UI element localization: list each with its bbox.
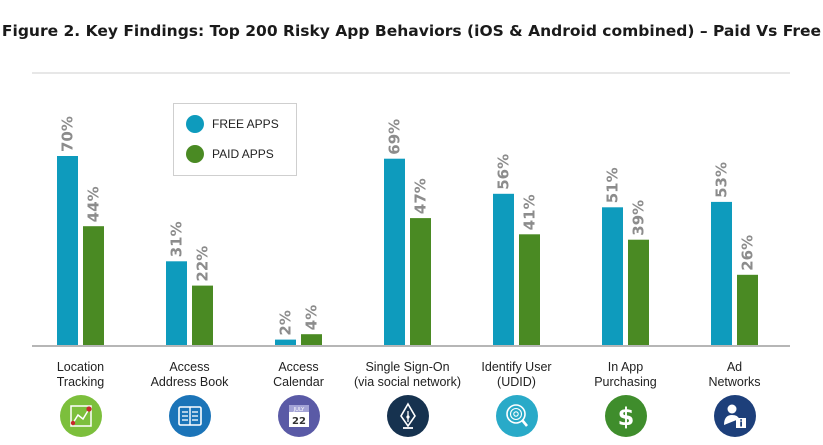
fountain-pen-icon (386, 395, 429, 437)
category-label-line: Networks (708, 375, 761, 389)
address-book-icon (168, 395, 211, 437)
legend-item-paid: PAID APPS (186, 145, 274, 163)
category-label-6: Ad Networks (670, 360, 800, 390)
category-label-4: Identify User (UDID) (452, 360, 582, 390)
category-label-line: (UDID) (497, 375, 536, 389)
bar-label-paid-6: 26% (739, 235, 757, 271)
bar-label-free-6: 53% (713, 162, 731, 198)
bar-label-paid-4: 41% (521, 194, 539, 230)
bar-free-1 (166, 261, 187, 345)
bar-free-4 (493, 193, 514, 345)
bar-free-2 (275, 339, 296, 345)
bar-label-free-2: 2% (277, 310, 295, 335)
bar-label-free-3: 69% (386, 119, 404, 155)
calendar-month-text: JULY (292, 407, 305, 413)
map-route-icon (59, 395, 102, 437)
category-label-line: In App (607, 360, 644, 374)
bar-label-free-1: 31% (168, 221, 186, 257)
legend-label-paid: PAID APPS (212, 147, 274, 161)
bar-paid-2 (301, 334, 322, 345)
category-label-2: Access Calendar (234, 360, 364, 390)
category-label-1: Access Address Book (125, 360, 255, 390)
chart-title: Figure 2. Key Findings: Top 200 Risky Ap… (1, 22, 822, 40)
category-label-line: Location (56, 360, 105, 374)
calendar-icon: JULY 22 (277, 395, 320, 437)
fingerprint-search-icon (495, 395, 538, 437)
category-label-0: Location Tracking (16, 360, 146, 390)
bar-label-free-5: 51% (604, 167, 622, 203)
category-label-line: Address Book (150, 375, 229, 389)
category-label-line: Single Sign-On (365, 360, 450, 374)
category-label-line: Purchasing (594, 375, 657, 389)
bar-paid-1 (192, 285, 213, 345)
category-label-3: Single Sign-On (via social network) (343, 360, 473, 390)
user-info-icon (713, 395, 756, 437)
bar-paid-0 (83, 226, 104, 345)
bar-label-paid-0: 44% (85, 186, 103, 222)
category-label-line: Calendar (273, 375, 324, 389)
bar-paid-5 (628, 239, 649, 345)
legend-swatch-paid (186, 145, 204, 163)
bar-paid-6 (737, 274, 758, 345)
category-label-line: Tracking (56, 375, 105, 389)
legend-swatch-free (186, 115, 204, 133)
chart-legend: FREE APPS PAID APPS (173, 103, 297, 176)
bar-label-free-4: 56% (495, 154, 513, 190)
bar-free-5 (602, 207, 623, 345)
dollar-icon: $ (604, 395, 647, 437)
bar-paid-4 (519, 234, 540, 345)
bar-label-free-0: 70% (59, 116, 77, 152)
svg-text:$: $ (617, 403, 634, 431)
bar-free-3 (384, 158, 405, 345)
bar-label-paid-5: 39% (630, 200, 648, 236)
bar-label-paid-3: 47% (412, 178, 430, 214)
bar-label-paid-2: 4% (303, 305, 321, 330)
category-label-line: Access (169, 360, 210, 374)
category-label-5: In App Purchasing (561, 360, 691, 390)
legend-label-free: FREE APPS (212, 117, 279, 131)
bar-free-0 (57, 156, 78, 345)
category-label-line: (via social network) (354, 375, 461, 389)
category-label-line: Identify User (481, 360, 552, 374)
calendar-day-text: 22 (292, 416, 306, 427)
category-label-line: Ad (726, 360, 743, 374)
legend-item-free: FREE APPS (186, 115, 279, 133)
bar-paid-3 (410, 218, 431, 345)
bar-free-6 (711, 201, 732, 345)
category-label-line: Access (278, 360, 319, 374)
bar-label-paid-1: 22% (194, 246, 212, 282)
